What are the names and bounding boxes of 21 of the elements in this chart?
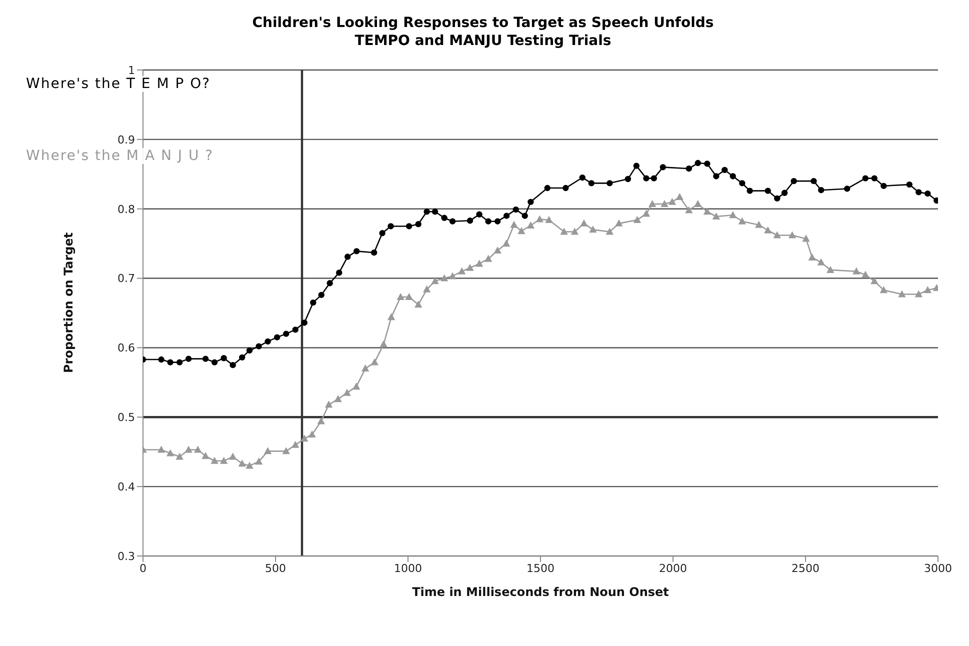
x-tick-label: 1000 bbox=[394, 562, 422, 575]
annotation: Where's the M A N J U ? bbox=[22, 148, 218, 164]
x-tick-label: 500 bbox=[265, 562, 286, 575]
y-tick-label: 1 bbox=[128, 64, 135, 77]
y-tick-label: 0.8 bbox=[118, 202, 135, 216]
chart-title: Children's Looking Responses to Target as Speech Unfolds bbox=[251, 14, 715, 32]
x-tick-label: 2000 bbox=[659, 562, 687, 575]
y-tick-label: 0.5 bbox=[118, 411, 135, 424]
x-tick-label: 0 bbox=[140, 562, 146, 575]
chart-subtitle: TEMPO and MANJU Testing Trials bbox=[354, 32, 612, 50]
x-axis-title: Time in Milliseconds from Noun Onset bbox=[412, 585, 670, 599]
y-tick-label: 0.7 bbox=[118, 272, 135, 286]
y-tick-label: 0.3 bbox=[118, 550, 135, 563]
y-tick-label: 0.6 bbox=[118, 342, 135, 355]
y-tick-label: 0.9 bbox=[118, 133, 135, 146]
x-tick-label: 1500 bbox=[526, 562, 554, 575]
y-tick-label: 0.4 bbox=[118, 480, 135, 494]
annotation: Where's the T E M P O? bbox=[22, 76, 215, 92]
y-axis-title: Proportion on Target bbox=[61, 232, 76, 373]
x-tick-label: 3000 bbox=[924, 562, 952, 575]
x-tick-label: 2500 bbox=[792, 562, 820, 575]
